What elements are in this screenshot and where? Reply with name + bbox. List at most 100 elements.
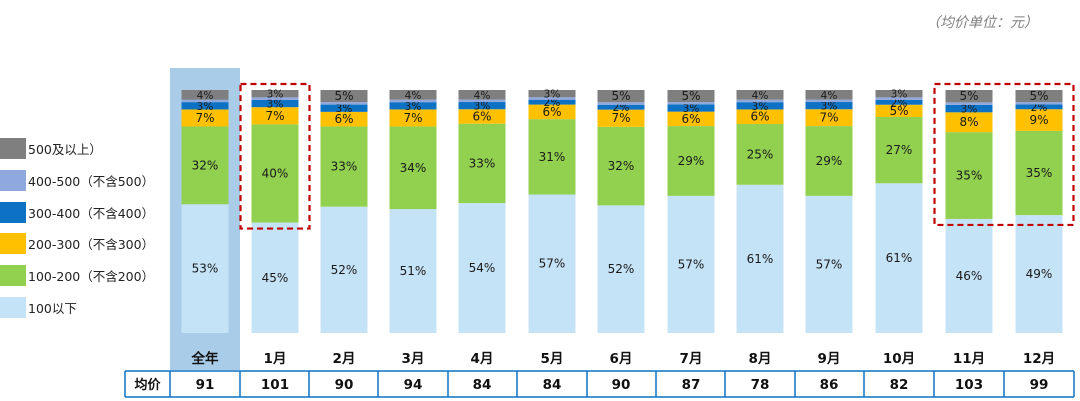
data-label-6m-300-400: 2% — [613, 102, 630, 114]
data-label-9m-200-300: 7% — [819, 111, 838, 125]
data-label-5m-200-300: 6% — [542, 105, 561, 119]
bar-9m-300-400 — [805, 102, 853, 110]
data-label-4m-300-400: 3% — [474, 101, 491, 113]
avg-price-9m: 86 — [820, 377, 839, 393]
data-label-7m-300-400: 3% — [683, 103, 700, 115]
data-label-6m-under100: 52% — [608, 262, 635, 276]
data-label-7m-under100: 57% — [678, 257, 705, 271]
bar-5m-200-300 — [528, 104, 576, 120]
legend-label-300-400: 300-400（不含400） — [28, 205, 155, 221]
avg-price-7m: 87 — [682, 377, 701, 393]
bar-4m-under100 — [458, 203, 506, 333]
data-label-10m-200-300: 5% — [889, 104, 908, 118]
data-label-3m-300-400: 3% — [405, 101, 422, 113]
data-label-4m-500+: 4% — [474, 90, 491, 102]
data-label-11m-500+: 5% — [959, 89, 978, 103]
data-label-annual-200-300: 7% — [195, 111, 214, 125]
data-label-4m-under100: 54% — [469, 261, 496, 275]
bar-12m-under100 — [1015, 215, 1063, 333]
category-label-12m: 12月 — [1023, 351, 1055, 367]
data-label-11m-300-400: 3% — [961, 104, 978, 116]
data-label-annual-100-200: 32% — [192, 158, 219, 172]
bar-7m-200-300 — [667, 111, 715, 127]
legend-swatch-400-500 — [0, 170, 26, 192]
data-label-2m-100-200: 33% — [331, 160, 358, 174]
bar-4m-200-300 — [458, 109, 506, 124]
avg-price-11m: 103 — [955, 377, 983, 393]
bar-8m-300-400 — [736, 102, 784, 110]
bar-4m-500+ — [458, 90, 506, 100]
bar-9m-200-300 — [805, 109, 853, 127]
data-label-9m-under100: 57% — [816, 257, 843, 271]
data-label-2m-under100: 52% — [331, 263, 358, 277]
legend-item-100-200: 100-200（不含200） — [0, 260, 154, 292]
bar-8m-under100 — [736, 184, 784, 333]
data-label-6m-200-300: 7% — [611, 111, 630, 125]
bar-1m-300-400 — [251, 99, 299, 108]
data-label-5m-100-200: 31% — [539, 150, 566, 164]
bar-11m-300-400 — [945, 104, 993, 113]
data-label-annual-500+: 4% — [197, 90, 214, 102]
data-label-3m-500+: 4% — [405, 90, 422, 102]
avg-price-annual: 91 — [196, 377, 215, 393]
data-label-annual-under100: 53% — [192, 262, 219, 276]
data-label-12m-300-400: 2% — [1031, 102, 1048, 114]
bar-1m-under100 — [251, 222, 299, 333]
data-label-4m-100-200: 33% — [469, 156, 496, 170]
bar-3m-400-500 — [389, 99, 437, 103]
legend-item-400-500: 400-500（不含500） — [0, 165, 154, 197]
avg-price-2m: 90 — [335, 377, 354, 393]
category-label-11m: 11月 — [953, 351, 985, 367]
bar-1m-400-500 — [251, 97, 299, 100]
bar-5m-400-500 — [528, 97, 576, 100]
data-label-11m-under100: 46% — [956, 269, 983, 283]
legend-label-400-500: 400-500（不含500） — [28, 174, 155, 190]
data-label-9m-300-400: 3% — [821, 101, 838, 113]
data-label-9m-500+: 4% — [821, 90, 838, 102]
data-label-2m-300-400: 3% — [336, 103, 353, 115]
data-label-9m-100-200: 29% — [816, 154, 843, 168]
bar-10m-400-500 — [875, 97, 923, 100]
bar-6m-100-200 — [597, 126, 645, 206]
bar-annual-500+ — [181, 90, 229, 100]
category-label-9m: 9月 — [818, 351, 841, 367]
legend: 500及以上） 400-500（不含500） 300-400（不含400） 20… — [0, 133, 154, 323]
bar-2m-400-500 — [320, 102, 368, 105]
bar-12m-100-200 — [1015, 130, 1063, 216]
data-label-7m-100-200: 29% — [678, 154, 705, 168]
bar-4m-100-200 — [458, 123, 506, 204]
legend-swatch-100-200 — [0, 265, 26, 287]
highlight-box-0 — [239, 82, 311, 230]
bar-6m-300-400 — [597, 104, 645, 110]
unit-note: （均价单位：元） — [926, 15, 1038, 31]
bar-9m-100-200 — [805, 126, 853, 196]
data-label-1m-100-200: 40% — [262, 166, 289, 180]
bar-6m-500+ — [597, 90, 645, 103]
data-label-6m-100-200: 32% — [608, 159, 635, 173]
bar-9m-under100 — [805, 195, 853, 333]
legend-label-200-300: 200-300（不含300） — [28, 237, 155, 253]
data-label-8m-500+: 4% — [752, 90, 769, 102]
bar-2m-200-300 — [320, 111, 368, 127]
legend-label-500-plus: 500及以上） — [28, 142, 102, 158]
legend-swatch-500-plus — [0, 138, 26, 160]
bar-2m-100-200 — [320, 126, 368, 207]
bar-8m-400-500 — [736, 99, 784, 103]
data-label-1m-under100: 45% — [262, 271, 289, 285]
category-label-4m: 4月 — [471, 351, 494, 367]
bar-7m-500+ — [667, 90, 715, 103]
bar-annual-200-300 — [181, 109, 229, 127]
bar-1m-100-200 — [251, 124, 299, 223]
bar-6m-under100 — [597, 205, 645, 333]
data-label-7m-200-300: 6% — [681, 112, 700, 126]
legend-item-under100: 100以下 — [0, 291, 154, 323]
data-label-7m-500+: 5% — [681, 89, 700, 103]
avg-price-10m: 82 — [890, 377, 909, 393]
data-label-5m-500+: 3% — [544, 89, 561, 101]
bar-10m-200-300 — [875, 104, 923, 117]
category-label-5m: 5月 — [541, 351, 564, 367]
data-label-2m-500+: 5% — [334, 89, 353, 103]
bar-3m-100-200 — [389, 126, 437, 210]
bar-annual-300-400 — [181, 102, 229, 110]
data-label-3m-under100: 51% — [400, 264, 427, 278]
